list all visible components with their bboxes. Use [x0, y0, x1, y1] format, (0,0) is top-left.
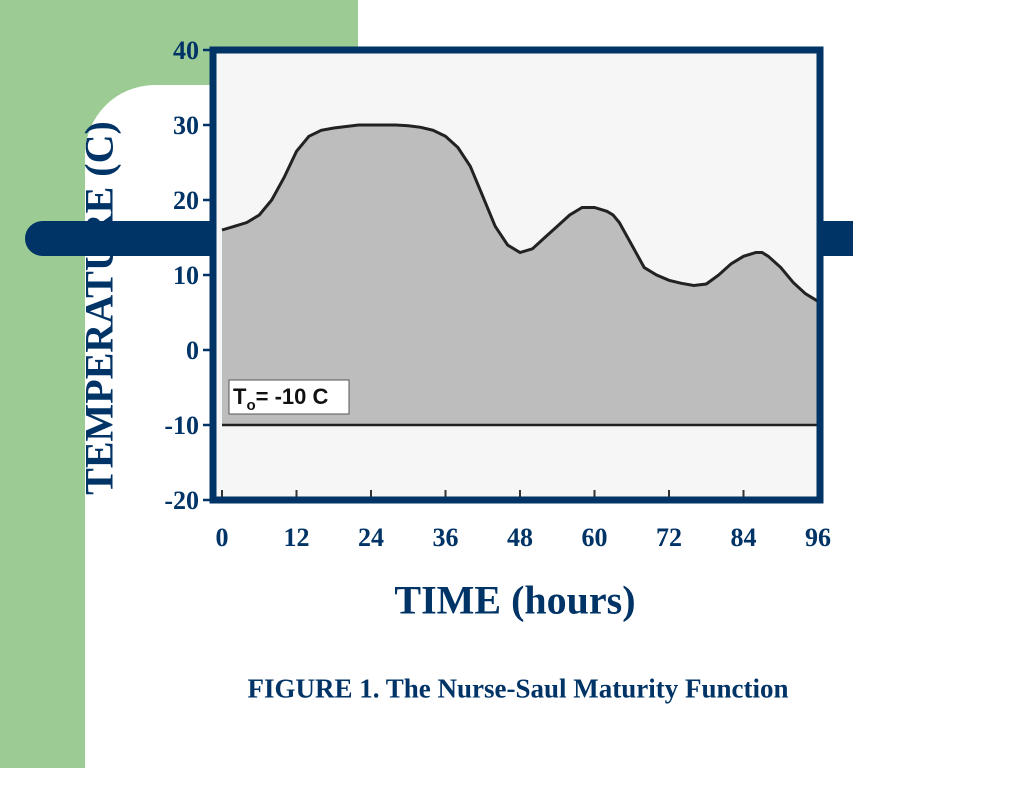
plot-frame	[209, 46, 824, 504]
y-axis-ticks: 40 30 20 10 0 -10 -20	[164, 36, 213, 515]
x-tick-label: 36	[433, 523, 459, 552]
y-tick-label: -10	[164, 411, 199, 440]
y-tick-label: 20	[173, 186, 199, 215]
x-tick-label: 84	[731, 523, 757, 552]
y-axis-title: TEMPERATURE (C)	[76, 121, 122, 495]
x-tick-label: 48	[507, 523, 533, 552]
maturity-chart: 40 30 20 10 0 -10 -20 0 12 24 36 48 60 72 84 96 To= -1…	[164, 36, 831, 552]
datum-label: To= -10 C	[233, 384, 328, 414]
figure-caption: FIGURE 1. The Nurse-Saul Maturity Functi…	[247, 673, 789, 704]
y-tick-label: 40	[173, 36, 199, 65]
x-axis-ticks: 0 12 24 36 48 60 72 84 96	[216, 490, 831, 552]
x-tick-label: 24	[358, 523, 384, 552]
x-tick-label: 12	[284, 523, 310, 552]
y-tick-label: 10	[173, 261, 199, 290]
x-tick-label: 96	[805, 523, 831, 552]
temperature-curve	[221, 123, 819, 303]
x-tick-label: 0	[216, 523, 229, 552]
maturity-area	[222, 125, 818, 425]
x-tick-label: 60	[582, 523, 608, 552]
datum-label-box	[228, 379, 350, 415]
x-axis-title: TIME (hours)	[394, 577, 636, 623]
y-tick-label: 0	[186, 336, 199, 365]
x-tick-label: 72	[656, 523, 682, 552]
y-tick-label: -20	[164, 486, 199, 515]
y-tick-label: 30	[173, 111, 199, 140]
